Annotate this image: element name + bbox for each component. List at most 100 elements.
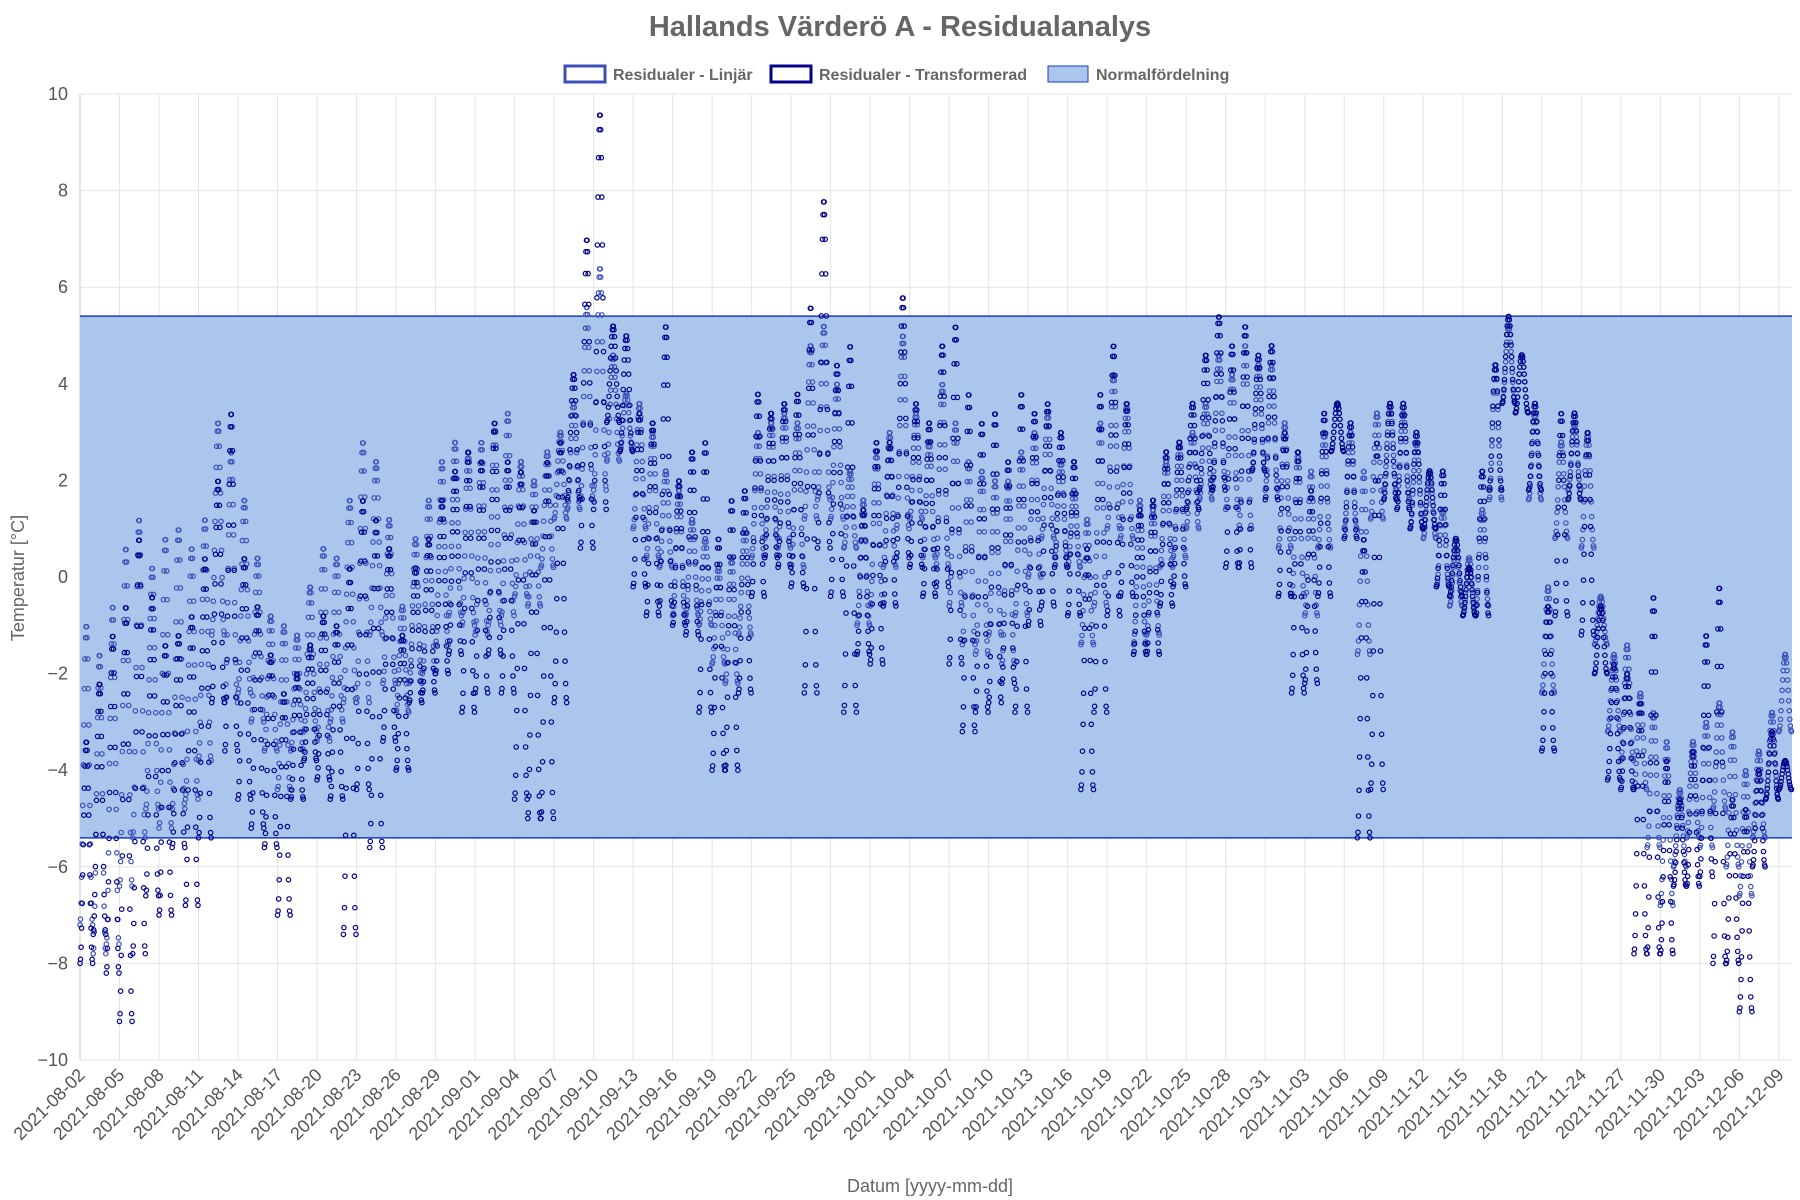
data-point	[784, 491, 791, 498]
data-point	[446, 638, 453, 644]
data-point	[326, 738, 333, 745]
data-point	[133, 664, 139, 671]
data-point	[1739, 842, 1745, 849]
data-point	[243, 605, 250, 612]
data-point	[826, 538, 833, 545]
data-point	[895, 484, 902, 491]
data-point	[174, 655, 180, 662]
data-point	[751, 512, 758, 519]
data-point	[394, 757, 401, 764]
data-point	[574, 462, 581, 469]
data-point	[908, 538, 915, 545]
data-point	[855, 628, 862, 635]
data-point	[409, 627, 416, 634]
data-point	[173, 702, 179, 709]
data-point	[1626, 680, 1633, 687]
data-point	[803, 488, 809, 495]
data-point	[512, 590, 518, 597]
data-point	[511, 593, 518, 600]
data-point	[843, 524, 849, 531]
data-point	[123, 605, 129, 611]
data-point	[838, 494, 845, 501]
data-point	[988, 584, 995, 591]
data-point	[258, 765, 265, 772]
data-point	[692, 574, 699, 581]
data-point	[580, 419, 587, 426]
data-point	[595, 312, 601, 318]
data-point	[105, 878, 112, 885]
data-point	[1132, 602, 1139, 609]
data-point	[1075, 543, 1081, 550]
data-point	[1039, 588, 1046, 595]
data-point	[1030, 445, 1036, 452]
data-point	[420, 658, 427, 664]
data-point	[177, 655, 183, 662]
data-point	[630, 583, 636, 590]
data-point	[944, 551, 951, 557]
data-point	[475, 528, 482, 535]
data-point	[131, 811, 137, 818]
data-point	[1096, 440, 1102, 446]
data-point	[283, 763, 290, 770]
data-point	[1642, 771, 1648, 778]
data-point	[589, 522, 595, 529]
data-point	[487, 567, 494, 574]
data-point	[273, 841, 280, 847]
data-point	[343, 735, 350, 742]
data-point	[1625, 646, 1631, 653]
data-point	[235, 686, 242, 693]
data-point	[878, 591, 885, 598]
data-point	[1061, 492, 1067, 498]
data-point	[670, 619, 677, 626]
data-point	[334, 629, 341, 636]
data-point	[639, 490, 646, 497]
data-point	[167, 779, 173, 786]
data-point	[159, 767, 166, 774]
data-point	[242, 518, 249, 525]
data-point	[446, 648, 453, 654]
data-point	[598, 289, 605, 296]
data-point	[362, 593, 369, 599]
data-point	[445, 651, 452, 658]
data-point	[325, 724, 332, 731]
legend-item-transformed[interactable]: Residualer - Transformerad	[769, 64, 1027, 84]
data-point	[1027, 535, 1034, 541]
data-point	[1641, 748, 1647, 754]
data-point	[217, 551, 224, 558]
data-point	[360, 449, 367, 456]
data-point	[341, 924, 347, 931]
data-point	[507, 477, 514, 484]
data-point	[95, 708, 101, 715]
data-point	[443, 643, 450, 649]
data-point	[954, 360, 960, 367]
data-point	[750, 520, 757, 527]
legend-item-normal[interactable]: Normalfördelning	[1047, 65, 1229, 84]
data-point	[826, 519, 832, 526]
data-point	[279, 714, 286, 721]
data-point	[957, 607, 963, 614]
data-point	[1322, 442, 1329, 448]
data-point	[140, 748, 146, 755]
data-point	[802, 503, 809, 510]
data-point	[1324, 483, 1331, 489]
data-point	[999, 676, 1006, 682]
data-point	[1704, 724, 1710, 730]
data-point	[245, 613, 251, 619]
data-point	[1738, 859, 1745, 865]
data-point	[384, 534, 391, 541]
data-point	[268, 659, 275, 666]
data-point	[436, 577, 442, 584]
data-point	[915, 435, 921, 441]
data-point	[1105, 514, 1112, 521]
data-point	[952, 324, 959, 331]
data-point	[803, 585, 810, 592]
data-point	[1159, 535, 1165, 542]
data-point	[383, 609, 390, 616]
data-point	[316, 661, 323, 668]
data-point	[473, 618, 480, 624]
data-point	[1065, 609, 1072, 616]
legend-item-linear[interactable]: Residualer - Linjär	[563, 64, 753, 84]
data-point	[210, 616, 216, 623]
data-point	[816, 489, 822, 496]
data-point	[1009, 620, 1016, 627]
